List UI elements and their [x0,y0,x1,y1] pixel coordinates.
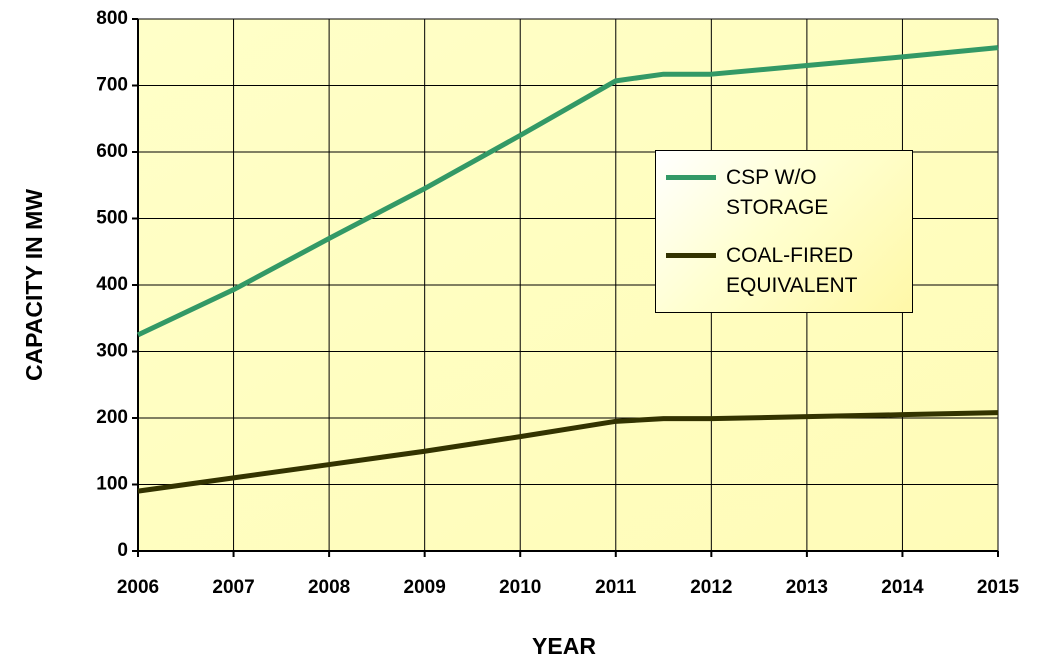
x-tick-label: 2010 [499,577,541,598]
x-tick-label: 2006 [117,577,159,598]
legend-item: COAL-FIRED EQUIVALENT [666,241,876,301]
y-tick-label: 800 [96,8,128,29]
y-tick-label: 300 [96,341,128,362]
legend-label: COAL-FIRED EQUIVALENT [726,244,858,297]
legend-swatch [666,175,716,180]
y-tick-label: 600 [96,141,128,162]
x-tick-label: 2015 [977,577,1020,598]
x-tick-label: 2013 [786,577,828,598]
y-tick-label: 700 [96,75,128,96]
y-tick-label: 0 [117,540,128,561]
x-tick-label: 2014 [881,577,924,598]
legend-item: CSP W/O STORAGE [666,163,876,223]
legend-swatch [666,253,716,258]
y-axis-title: CAPACITY IN MW [21,189,47,381]
x-tick-label: 2012 [690,577,732,598]
x-tick-label: 2008 [308,577,350,598]
series-line [137,410,999,494]
legend-label: CSP W/O STORAGE [726,166,829,219]
x-axis-title: YEAR [532,633,596,659]
x-tick-label: 2011 [595,577,637,598]
y-tick-label: 100 [96,474,128,495]
legend: CSP W/O STORAGE COAL-FIRED EQUIVALENT [655,150,913,313]
series-line [136,45,999,338]
y-tick-label: 200 [96,407,128,428]
x-tick-label: 2007 [212,577,254,598]
y-tick-label: 500 [96,208,128,229]
y-tick-label: 400 [96,274,128,295]
x-tick-label: 2009 [404,577,446,598]
